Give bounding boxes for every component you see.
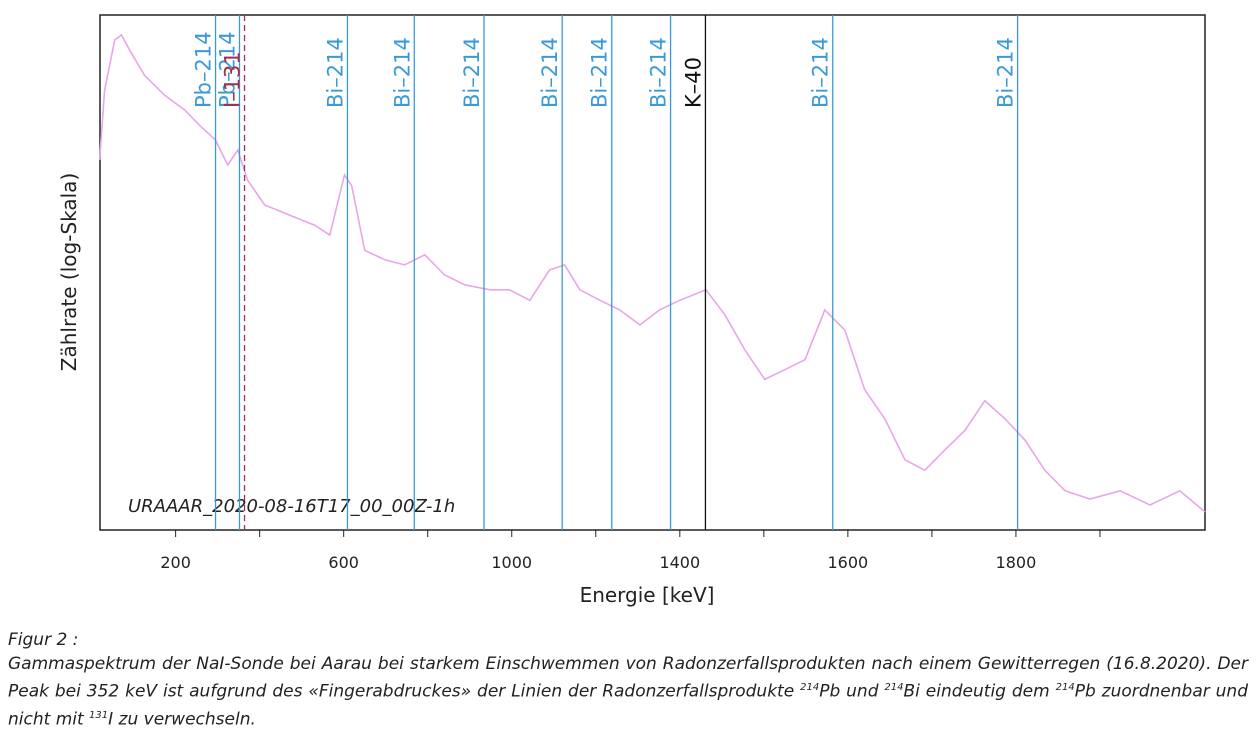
x-axis-label: Energie [keV] [580,583,715,607]
caption-run: Pb und [819,681,885,702]
reference-label: Bi–214 [994,37,1018,108]
superscript: 214 [1055,682,1075,693]
reference-label: I–131 [221,51,245,108]
reference-label: K–40 [681,57,705,108]
x-tick-label: 1600 [828,553,869,572]
caption-text: Gammaspektrum der NaI-Sonde bei Aarau be… [8,652,1248,731]
x-tick-label: 200 [160,553,191,572]
annotation: URAAAR_2020-08-16T17_00_00Z-1h [128,496,455,517]
reference-label: Bi–214 [809,37,833,108]
plot-frame [99,14,1206,531]
y-axis-label: Zählrate (log-Skala) [57,173,81,371]
x-tick-label: 1400 [659,553,700,572]
chart: Energie [keV] Zählrate (log-Skala) URAAA… [57,14,1206,607]
x-tick-label: 1000 [491,553,532,572]
reference-label: Bi–214 [323,37,347,108]
reference-label: Bi–214 [460,37,484,108]
caption: Figur 2 : Gammaspektrum der NaI-Sonde be… [8,628,1248,731]
x-tick-label: 600 [328,553,359,572]
reference-label: Bi–214 [538,37,562,108]
caption-run: I zu verwechseln. [108,709,256,730]
caption-run: Pb zuordnenbar und nicht mit [8,681,1248,730]
spectrum-line [98,33,1206,513]
superscript: 131 [89,709,109,721]
superscript: 214 [800,682,820,693]
reference-label: Bi–214 [647,37,671,108]
reference-label: Bi–214 [390,37,414,108]
caption-title: Figur 2 : [8,630,79,650]
reference-label: Pb–214 [215,31,239,108]
caption-run: Bi eindeutig dem [903,681,1056,702]
reference-label: Pb–214 [192,31,216,108]
superscript: 214 [884,682,904,693]
reference-label: Bi–214 [588,37,612,108]
x-tick-label: 1800 [996,553,1037,572]
caption-run: Gammaspektrum der NaI-Sonde bei Aarau be… [8,654,1248,702]
